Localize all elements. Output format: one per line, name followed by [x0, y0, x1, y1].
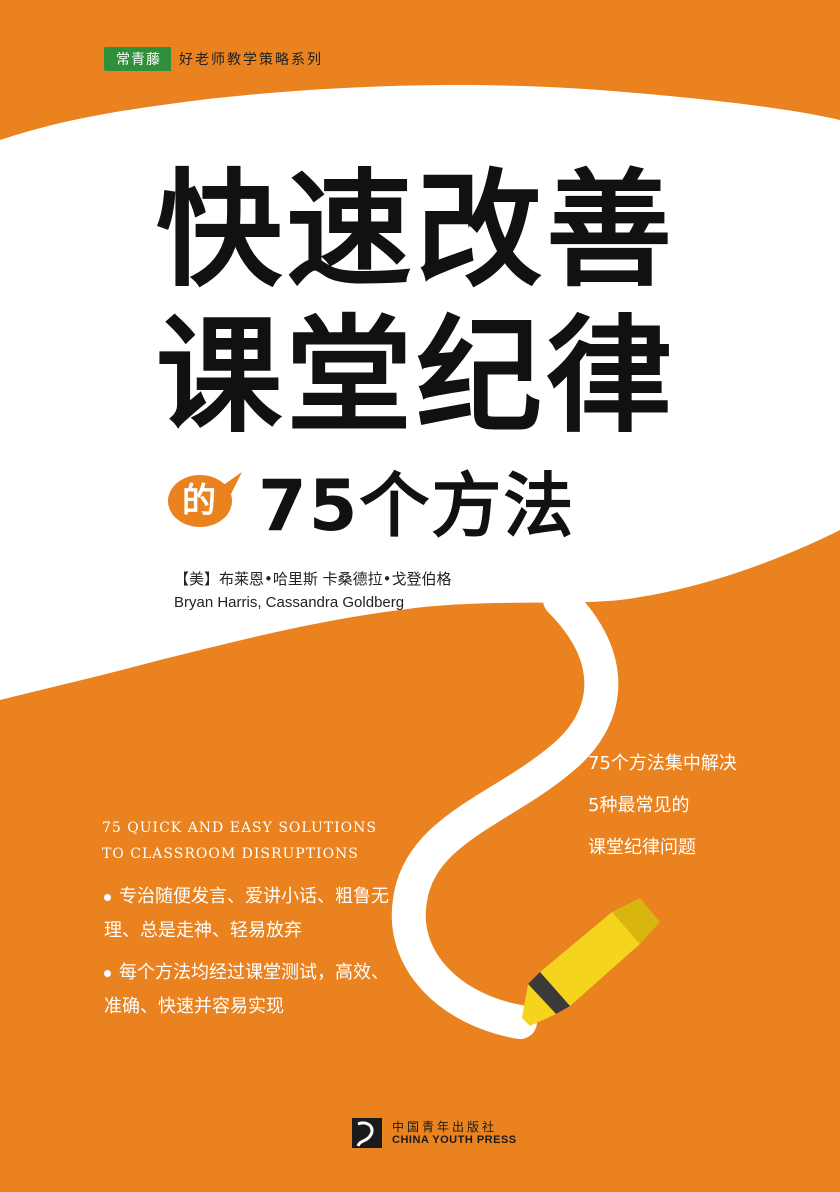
series-brand: 常青藤	[104, 47, 171, 71]
english-subtitle-line: TO CLASSROOM DISRUPTIONS	[102, 846, 359, 862]
authors-cn: 【美】布莱恩•哈里斯 卡桑德拉•戈登伯格	[174, 570, 452, 588]
title-de: 的	[182, 481, 216, 521]
title-line-1: 快速改善	[156, 156, 676, 304]
brush-edge-top	[40, 118, 262, 168]
publisher-logo-icon	[352, 1118, 382, 1148]
authors-en: Bryan Harris, Cassandra Goldberg	[174, 594, 405, 611]
series-name: 好老师教学策略系列	[179, 52, 323, 68]
feature-bullet-text: 专治随便发言、爱讲小话、粗鲁无理、总是走神、轻易放弃	[104, 886, 389, 941]
bullet-dot-icon	[104, 893, 111, 901]
bullet-dot-icon	[104, 969, 111, 977]
white-brush-swash	[0, 85, 840, 701]
series-label: 常青藤 好老师教学策略系列	[104, 47, 323, 71]
white-ribbon-curve	[391, 583, 619, 1039]
highlighter-marker-icon	[522, 898, 660, 1026]
feature-bullet: 每个方法均经过课堂测试，高效、准确、快速并容易实现	[104, 956, 404, 1024]
title-subtitle: 75个方法	[258, 465, 576, 547]
publisher-name-cn: 中国青年出版社	[392, 1120, 498, 1134]
publisher-name-en: CHINA YOUTH PRESS	[392, 1134, 517, 1146]
title-line-2: 课堂纪律	[156, 302, 676, 450]
callout-line: 5种最常见的	[588, 795, 690, 816]
speech-bubble-icon	[168, 472, 242, 527]
callout-line: 75个方法集中解决	[588, 753, 737, 774]
feature-bullet-text: 每个方法均经过课堂测试，高效、准确、快速并容易实现	[104, 962, 389, 1017]
feature-bullet: 专治随便发言、爱讲小话、粗鲁无理、总是走神、轻易放弃	[104, 880, 404, 948]
english-subtitle-line: 75 QUICK AND EASY SOLUTIONS	[102, 820, 377, 836]
brush-edge-left	[0, 182, 110, 206]
callout-line: 课堂纪律问题	[588, 837, 696, 858]
